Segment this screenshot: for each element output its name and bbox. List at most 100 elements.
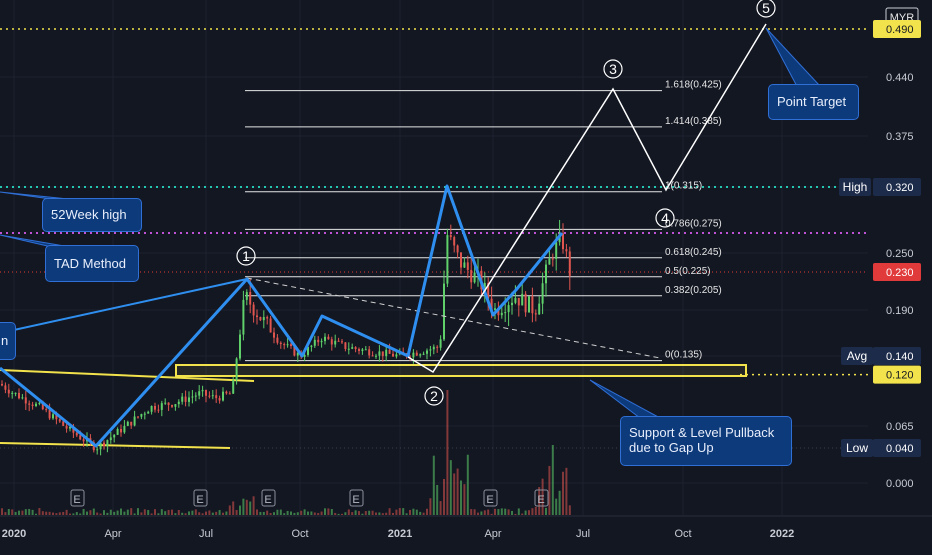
volume-bar [545, 507, 547, 515]
candle [181, 393, 184, 405]
candle-body [443, 283, 445, 340]
candle-body [429, 349, 432, 351]
avg-price-tag-value: 0.140 [886, 351, 914, 363]
wave-label-3: 3 [609, 61, 617, 77]
volume-bar [1, 508, 3, 515]
candle-body [52, 414, 54, 419]
candle [4, 382, 7, 394]
candle [14, 392, 17, 397]
volume-bar [375, 512, 377, 515]
callout-tad-method-text: TAD Method [54, 256, 127, 271]
candle-body [167, 402, 170, 406]
candle-body [466, 262, 469, 270]
current-price-tag-value: 0.230 [886, 267, 914, 279]
candle [218, 395, 221, 404]
volume-bar [497, 509, 500, 515]
candle-body [276, 337, 279, 343]
volume-bar [82, 508, 85, 515]
candle [269, 315, 272, 333]
candle-body [358, 349, 360, 351]
volume-bar [531, 508, 534, 515]
candle [286, 337, 289, 348]
candle-body [109, 437, 112, 441]
volume-bar [334, 512, 337, 515]
volume-bar [453, 473, 456, 515]
candle-body [296, 352, 299, 356]
volume-bar [7, 509, 10, 515]
volume-bar [480, 511, 483, 515]
volume-bar [296, 512, 299, 515]
wave-left-segment [0, 278, 248, 334]
candle-body [262, 317, 265, 321]
volume-bar [116, 510, 119, 515]
volume-bar [283, 513, 286, 515]
volume-bar [558, 490, 561, 515]
candle-body [432, 346, 435, 350]
candle-body [341, 341, 343, 343]
volume-bar [490, 513, 493, 515]
candle-body [453, 237, 456, 246]
fib-label: 0.618(0.245) [665, 247, 722, 258]
candle [528, 296, 530, 313]
candle-body [293, 346, 296, 356]
candle-body [140, 414, 143, 417]
candle [239, 329, 241, 361]
candle [242, 290, 245, 341]
volume-bar [232, 501, 235, 515]
candle [368, 346, 371, 359]
candle-body [524, 293, 527, 313]
volume-bar [293, 512, 296, 515]
candle-body [521, 293, 524, 306]
candle-body [174, 404, 177, 407]
candle-body [1, 384, 3, 386]
candle-body [48, 409, 51, 419]
candle-body [395, 354, 398, 357]
low-side-tag-bg [841, 439, 873, 457]
candle-body [215, 395, 218, 399]
projection-path [407, 23, 767, 374]
candle [466, 255, 469, 279]
candle-body [436, 346, 439, 348]
callout-52week-high: 52Week high [42, 198, 142, 232]
candle-body [120, 429, 122, 433]
candle [381, 351, 384, 362]
candle-body [286, 344, 289, 346]
current-price-tag-bg [873, 263, 921, 281]
x-tick-label: Jul [199, 528, 213, 540]
volume-bar [45, 511, 48, 515]
candle-body [194, 395, 197, 397]
volume-bar [62, 511, 65, 515]
candle-body [18, 392, 20, 399]
volume-bar [555, 498, 558, 515]
candle [99, 441, 102, 456]
fib-label: 1.618(0.425) [665, 80, 722, 91]
volume-bar [130, 508, 133, 515]
wave-path [0, 184, 564, 448]
volume-bar [4, 512, 7, 515]
volume-bar [222, 512, 224, 515]
candle-body [106, 440, 109, 446]
candle-body [555, 242, 558, 259]
volume-bar [443, 478, 445, 515]
candle [130, 421, 133, 429]
candle-body [133, 416, 136, 426]
candle [28, 400, 31, 412]
candle-body [361, 349, 364, 351]
candle [184, 390, 187, 407]
volume-bar [89, 510, 92, 515]
candle [334, 334, 337, 348]
earnings-event-marker: E [352, 494, 359, 506]
candle [120, 424, 122, 437]
candle [310, 344, 313, 352]
volume-bar [239, 505, 241, 515]
volume-bar [160, 509, 163, 515]
volume-bar [154, 509, 156, 515]
candle-body [460, 252, 462, 268]
candle [375, 353, 377, 359]
volume-bar [324, 508, 326, 515]
candle-body [279, 342, 282, 345]
candle-body [198, 391, 201, 396]
volume-bar [398, 508, 401, 515]
x-tick-label: 2022 [770, 528, 794, 540]
